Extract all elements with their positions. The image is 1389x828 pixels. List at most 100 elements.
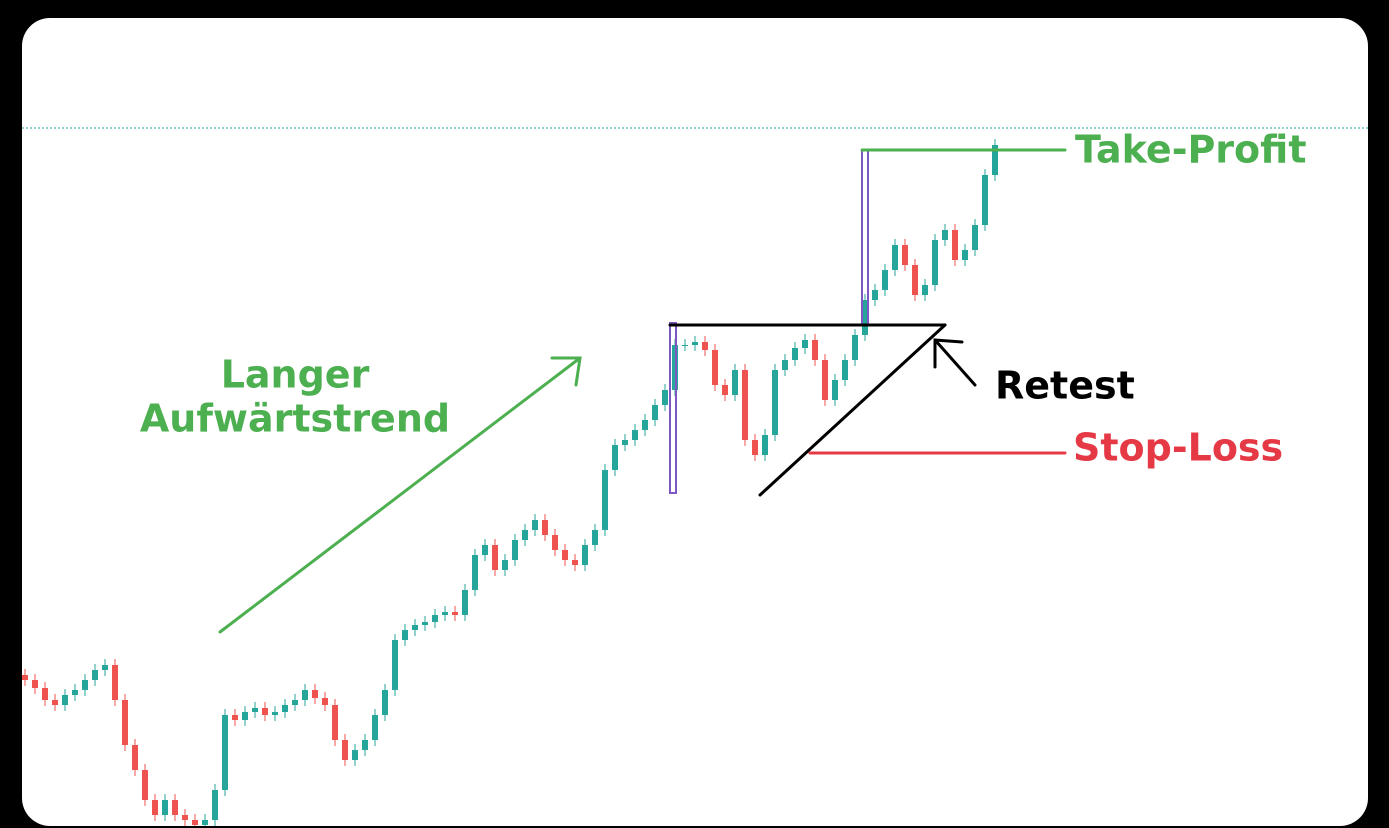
candle-body [642,420,648,430]
retest-label: Retest [995,364,1135,408]
candle-body [232,715,238,720]
candle-body [352,750,358,760]
candle-body [612,445,618,470]
candle-body [142,770,148,800]
candle-body [242,712,248,720]
candle-body [962,250,968,260]
candle-body [682,345,688,346]
candle-body [92,670,98,680]
candle-body [632,430,638,440]
candle-body [382,690,388,715]
support-trendline [758,323,947,497]
candle-body [702,342,708,350]
candle-body [872,290,878,300]
candle-body [542,520,548,535]
candle-body [572,560,578,565]
candle-body [82,680,88,690]
candle-body [492,545,498,570]
candle-body [562,550,568,560]
candle-body [922,285,928,295]
candle-body [982,175,988,225]
candle-body [122,700,128,745]
candle-body [332,705,338,740]
candle-body [262,708,268,715]
candle-body [932,240,938,285]
candle-body [192,820,198,825]
candle-body [282,705,288,712]
candle-body [302,690,308,700]
candle-body [162,800,168,815]
candle-body [202,820,208,825]
retest-arrow-head [933,338,964,369]
trend-label: Aufwärtstrend [140,397,450,441]
candle-body [482,545,488,555]
candle-body [472,555,478,590]
candle-body [372,715,378,740]
trend-label: Langer [221,353,370,397]
candle-body [852,335,858,360]
retest-arrow [933,338,977,387]
candle-body [62,695,68,705]
stop-loss-label: Stop-Loss [1073,426,1283,470]
candle-body [442,612,448,615]
candle-body [102,665,108,670]
candle-body [212,790,218,820]
candle-body [812,340,818,360]
candle-body [912,265,918,295]
candle-body [752,440,758,455]
candle-body [402,630,408,640]
candle-body [952,230,958,260]
trend-arrow [218,356,582,634]
candle-body [552,535,558,550]
candle-body [832,380,838,400]
candle-body [692,342,698,345]
candle-body [22,675,28,680]
candle-body [652,405,658,420]
candle-body [392,640,398,690]
candle-body [882,270,888,290]
candle-body [52,700,58,705]
candle-body [772,370,778,435]
trend-arrow-head [550,356,582,387]
candle-body [182,815,188,820]
candle-body [452,612,458,615]
candle-body [582,545,588,565]
candle-body [992,145,998,175]
candle-body [312,690,318,698]
candle-body [762,435,768,455]
candle-body [742,370,748,440]
candle-body [792,348,798,360]
candle-body [822,360,828,400]
candle-body [942,230,948,240]
candle-body [342,740,348,760]
candle-body [272,712,278,715]
candle-body [322,698,328,705]
candle-body [782,360,788,370]
candle-body [622,440,628,445]
candle-body [602,470,608,530]
candle-body [862,300,868,335]
candle-body [112,665,118,700]
pole [669,322,677,494]
candle-body [592,530,598,545]
candle-body [462,590,468,615]
candle-body [292,700,298,705]
plot [22,127,1368,826]
candle-body [512,540,518,560]
candle-body [972,225,978,250]
candle-body [842,360,848,380]
candle-body [222,715,228,790]
candle-body [132,745,138,770]
candle-body [902,245,908,265]
candle-body [732,370,738,395]
annotations [218,148,1067,634]
candle-body [662,390,668,405]
candle-body [412,625,418,630]
candle-body [72,690,78,695]
candle-body [32,680,38,688]
candle-body [362,740,368,750]
candle-body [892,245,898,270]
candle-body [42,688,48,700]
canvas [22,18,1368,826]
